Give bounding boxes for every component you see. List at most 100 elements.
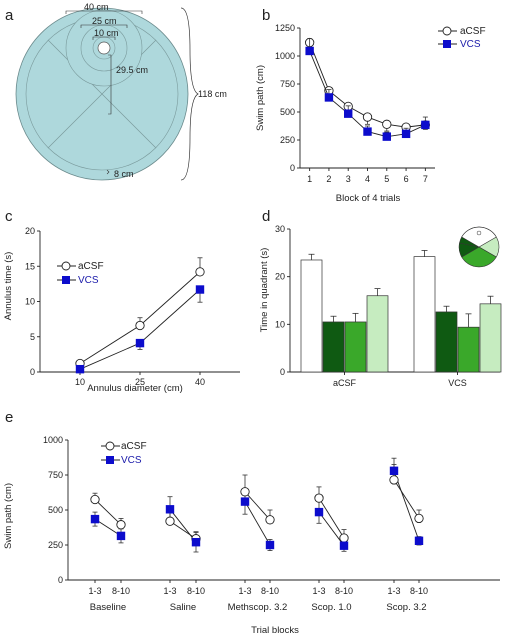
pie-platform-icon (476, 230, 482, 236)
annulus-40-label: 40 cm (84, 2, 109, 12)
pie-slice-target (461, 226, 497, 248)
data-point-vcs (195, 285, 205, 294)
panel-e-group-label: Scop. 1.0 (311, 602, 351, 613)
panel-d-y-tick-label: 10 (275, 319, 285, 329)
panel-e-group-label: Baseline (90, 602, 126, 613)
panel-e-x-tick-label: 8-10 (112, 586, 130, 596)
legend-vcs-marker (106, 456, 114, 464)
data-point-vcs (414, 536, 424, 545)
annulus-40-bracket (65, 10, 143, 14)
legend-vcs-marker (443, 40, 451, 48)
data-point-vcs (314, 507, 324, 517)
data-point-vcs (305, 46, 314, 56)
legend-vcs-label: VCS (78, 275, 99, 286)
panel-e-group-label: Saline (170, 602, 196, 613)
series-line-vcs (169, 509, 197, 543)
panel-a-label: a (5, 7, 14, 24)
panel-e-x-tick-label: 1-3 (88, 586, 101, 596)
panel-c-y-tick-label: 10 (25, 297, 35, 307)
data-point-acsf (165, 516, 175, 526)
panel-b-x-tick-label: 4 (365, 174, 370, 184)
data-point-acsf (362, 112, 373, 122)
data-point-vcs (240, 497, 250, 506)
data-point-acsf (90, 494, 100, 505)
panel-b-y-tick-label: 1250 (275, 23, 295, 33)
panel-d-chart: Time in quadrant (s) 0 10 20 30 aCSF VCS (259, 224, 502, 388)
annulus-10-bracket (92, 36, 116, 40)
panel-e-x-tick-label: 1-3 (387, 586, 400, 596)
panel-b-y-tick-label: 750 (280, 79, 295, 89)
legend-acsf-label: aCSF (460, 26, 486, 37)
panel-e-group-label: Methscop. 3.2 (228, 602, 288, 613)
panel-b-y-tick-label: 1000 (275, 51, 295, 61)
panel-e-y-tick-label: 0 (58, 575, 63, 585)
panel-b-x-tick-label: 5 (384, 174, 389, 184)
data-point-vcs (339, 541, 349, 550)
platform (97, 41, 111, 55)
legend-vcs-label: VCS (121, 455, 142, 466)
legend-acsf-marker (105, 441, 115, 451)
legend-acsf-marker (442, 26, 452, 36)
wall-bracket (106, 169, 110, 175)
panel-e-group-label: Scop. 3.2 (386, 602, 426, 613)
pool-schematic: 40 cm 25 cm 10 cm 29.5 cm 118 cm 8 cm (15, 2, 227, 181)
panel-b-ylabel: Swim path (cm) (255, 65, 266, 131)
panel-e-y-tick-label: 1000 (43, 435, 63, 445)
data-point-vcs (344, 109, 353, 118)
annulus-25-label: 25 cm (92, 16, 117, 26)
panel-c-xlabel: Annulus diameter (cm) (87, 383, 183, 394)
panel-b-y-tick-label: 500 (280, 107, 295, 117)
panel-c-label: c (5, 208, 13, 225)
pie-slice-mid (461, 246, 497, 268)
panel-c-y-tick-label: 0 (30, 367, 35, 377)
legend-acsf-label: aCSF (78, 261, 104, 272)
panel-b-x-tick-label: 6 (404, 174, 409, 184)
data-point-vcs (265, 540, 275, 550)
panel-e-x-tick-label: 8-10 (261, 586, 279, 596)
data-point-vcs (421, 120, 430, 130)
data-point-acsf (116, 520, 126, 530)
data-point-vcs (324, 93, 334, 102)
panel-d-label: d (262, 208, 270, 225)
panel-e-x-tick-label: 8-10 (410, 586, 428, 596)
series-line-acsf (393, 479, 420, 519)
panel-e-y-tick-label: 750 (48, 470, 63, 480)
bar-vcs (479, 303, 502, 373)
panel-c-y-tick-label: 5 (30, 332, 35, 342)
panel-c-y-tick-label: 15 (25, 261, 35, 271)
panel-e-label: e (5, 409, 13, 426)
series-line-vcs (318, 511, 345, 546)
data-point-acsf (382, 119, 392, 129)
data-point-vcs (389, 466, 399, 475)
data-point-acsf (135, 320, 145, 331)
panel-b-xlabel: Block of 4 trials (336, 193, 401, 204)
panel-b-y-tick-label: 250 (280, 135, 295, 145)
data-point-vcs (382, 132, 391, 141)
panel-b-chart: Swim path (cm) Block of 4 trials aCSF VC… (255, 23, 486, 204)
legend-acsf-label: aCSF (121, 441, 147, 452)
panel-d-category-label: VCS (448, 378, 467, 388)
panel-b-x-tick-label: 3 (346, 174, 351, 184)
series-line-acsf (244, 491, 271, 521)
legend-acsf-marker (61, 261, 71, 271)
bar-vcs (435, 311, 458, 373)
data-point-vcs (401, 129, 411, 139)
bar-vcs (457, 326, 480, 373)
data-point-acsf (414, 513, 424, 524)
panel-c-chart: Annulus time (s) Annulus diameter (cm) a… (3, 226, 240, 394)
panel-b-x-tick-label: 2 (326, 174, 331, 184)
data-point-vcs (363, 127, 372, 136)
distance-bracket (108, 54, 112, 115)
data-point-vcs (75, 364, 85, 374)
panel-e-ylabel: Swim path (cm) (3, 483, 14, 549)
panel-d-y-tick-label: 30 (275, 224, 285, 234)
data-point-vcs (116, 531, 126, 541)
panel-b-label: b (262, 7, 270, 24)
data-point-acsf (240, 487, 250, 497)
panel-e-x-tick-label: 1-3 (163, 586, 176, 596)
panel-c-y-tick-label: 20 (25, 226, 35, 236)
diameter-brace (180, 7, 199, 181)
quadrant-pie-icon (458, 226, 500, 268)
series-line-acsf (318, 497, 345, 539)
